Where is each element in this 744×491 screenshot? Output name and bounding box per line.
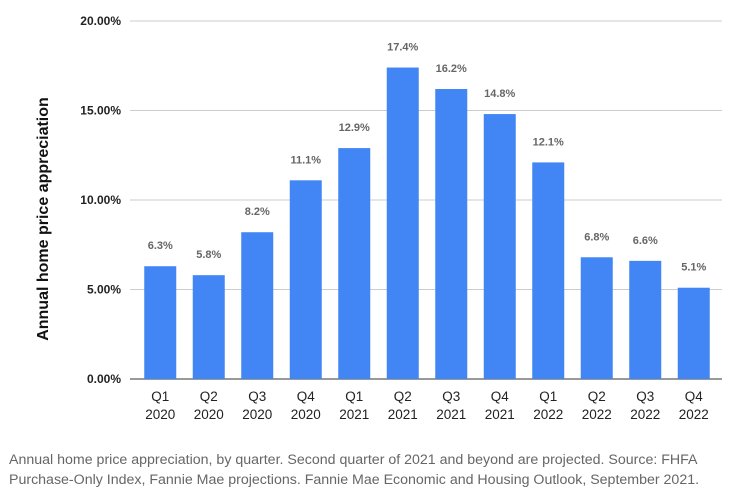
x-tick-label-year: 2021 bbox=[388, 407, 418, 422]
x-tick-label-quarter: Q4 bbox=[491, 389, 510, 404]
data-label: 17.4% bbox=[387, 42, 418, 54]
bar bbox=[629, 260, 662, 379]
figure-caption: Annual home price appreciation, by quart… bbox=[9, 452, 700, 488]
data-label: 16.2% bbox=[436, 63, 467, 75]
x-axis-ticks: Q1 2020 Q2 2020 Q3 2020 Q4 2020 Q1 2021 Q2 2021 Q3 20… bbox=[145, 389, 709, 422]
x-tick-label-quarter: Q4 bbox=[297, 389, 316, 404]
x-tick-label-year: 2020 bbox=[291, 407, 321, 422]
data-label: 6.8% bbox=[584, 231, 609, 243]
x-tick-label-year: 2021 bbox=[436, 407, 466, 422]
bar bbox=[435, 89, 468, 380]
x-tick-label-year: 2020 bbox=[242, 407, 272, 422]
x-tick-label-year: 2022 bbox=[582, 407, 612, 422]
data-label: 14.8% bbox=[484, 88, 515, 100]
x-tick-label-quarter: Q3 bbox=[636, 389, 654, 404]
chart: 0.00% 5.00% 10.00% 15.00% 20.00% 6.3% 5.8% 8.2… bbox=[35, 14, 722, 422]
x-tick-label-quarter: Q2 bbox=[200, 389, 218, 404]
x-tick-label-year: 2022 bbox=[533, 407, 563, 422]
bar bbox=[386, 67, 419, 379]
data-label: 12.9% bbox=[339, 122, 370, 134]
x-tick-label-quarter: Q1 bbox=[539, 389, 557, 404]
bar bbox=[483, 114, 516, 379]
y-axis-label: Annual home price appreciation bbox=[35, 97, 52, 341]
bar bbox=[532, 162, 565, 379]
x-tick-label-quarter: Q1 bbox=[345, 389, 363, 404]
data-label: 6.6% bbox=[633, 235, 658, 247]
bar bbox=[580, 257, 613, 379]
bar bbox=[289, 180, 322, 379]
x-tick-label-quarter: Q2 bbox=[394, 389, 412, 404]
gridlines bbox=[130, 20, 722, 380]
y-tick-label: 15.00% bbox=[80, 104, 121, 118]
data-labels: 6.3% 5.8% 8.2% 11.1% 12.9% 17.4% 16.2% 14.8% 12.… bbox=[148, 42, 707, 274]
data-label: 5.1% bbox=[681, 262, 706, 274]
y-tick-label: 20.00% bbox=[80, 14, 121, 28]
x-tick-label-year: 2020 bbox=[145, 407, 175, 422]
y-tick-label: 0.00% bbox=[87, 372, 121, 386]
y-tick-label: 10.00% bbox=[80, 193, 121, 207]
x-tick-label-quarter: Q1 bbox=[151, 389, 169, 404]
x-tick-label-quarter: Q3 bbox=[442, 389, 460, 404]
bar bbox=[241, 232, 274, 379]
data-label: 11.1% bbox=[290, 154, 321, 166]
x-tick-label-year: 2022 bbox=[630, 407, 660, 422]
data-label: 12.1% bbox=[533, 136, 564, 148]
data-label: 6.3% bbox=[148, 240, 173, 252]
bars bbox=[144, 67, 710, 380]
x-tick-label-quarter: Q2 bbox=[588, 389, 606, 404]
bar bbox=[677, 287, 710, 379]
y-axis-ticks: 0.00% 5.00% 10.00% 15.00% 20.00% bbox=[80, 14, 121, 386]
y-tick-label: 5.00% bbox=[87, 283, 121, 297]
x-tick-label-year: 2020 bbox=[194, 407, 224, 422]
x-tick-label-quarter: Q4 bbox=[685, 389, 704, 404]
bar bbox=[144, 266, 177, 379]
x-tick-label-year: 2022 bbox=[679, 407, 709, 422]
x-tick-label-year: 2021 bbox=[485, 407, 515, 422]
data-label: 8.2% bbox=[245, 206, 270, 218]
bar bbox=[338, 148, 371, 379]
bar bbox=[192, 275, 225, 379]
x-tick-label-year: 2021 bbox=[339, 407, 369, 422]
x-tick-label-quarter: Q3 bbox=[248, 389, 266, 404]
data-label: 5.8% bbox=[196, 249, 221, 261]
